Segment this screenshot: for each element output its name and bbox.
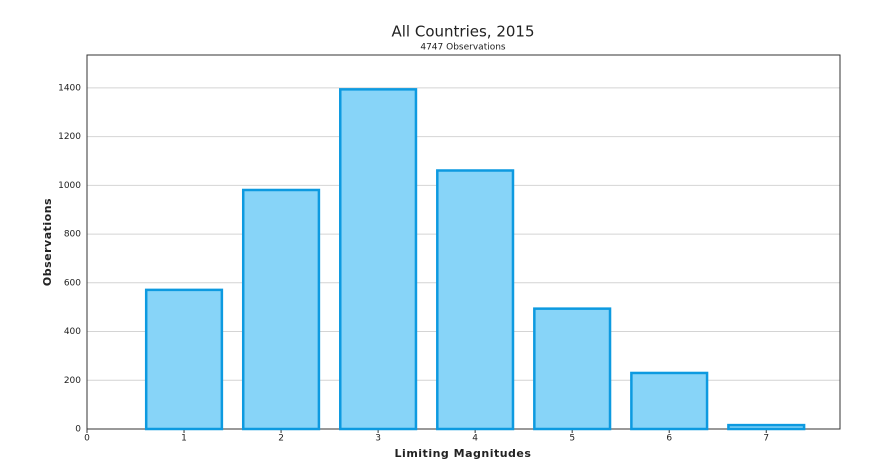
y-tick-label: 1200	[58, 132, 81, 142]
bar	[436, 169, 515, 431]
chart-subtitle: 4747 Observations	[420, 43, 506, 53]
y-tick-label: 600	[64, 278, 81, 288]
x-tick-label: 0	[84, 434, 90, 444]
y-tick-label: 400	[64, 327, 81, 337]
x-tick-label: 6	[666, 434, 672, 444]
bar	[727, 423, 806, 431]
bar	[241, 188, 321, 431]
x-tick-label: 7	[763, 434, 769, 444]
x-tick-label: 5	[569, 434, 575, 444]
x-tick-label: 2	[278, 434, 284, 444]
y-tick-label: 0	[75, 425, 81, 435]
x-tick-label: 1	[181, 434, 187, 444]
y-tick-label: 800	[64, 230, 81, 240]
x-tick-label: 4	[472, 434, 478, 444]
x-axis-label: Limiting Magnitudes	[395, 447, 532, 460]
y-axis-label: Observations	[41, 198, 54, 286]
bar	[533, 307, 612, 431]
bar	[630, 371, 709, 431]
chart-title: All Countries, 2015	[392, 23, 535, 41]
y-tick-label: 1400	[58, 83, 81, 93]
bar	[144, 288, 224, 431]
bar	[339, 88, 418, 431]
x-tick-label: 3	[375, 434, 381, 444]
y-tick-label: 200	[64, 376, 81, 386]
y-tick-label: 1000	[58, 181, 81, 191]
